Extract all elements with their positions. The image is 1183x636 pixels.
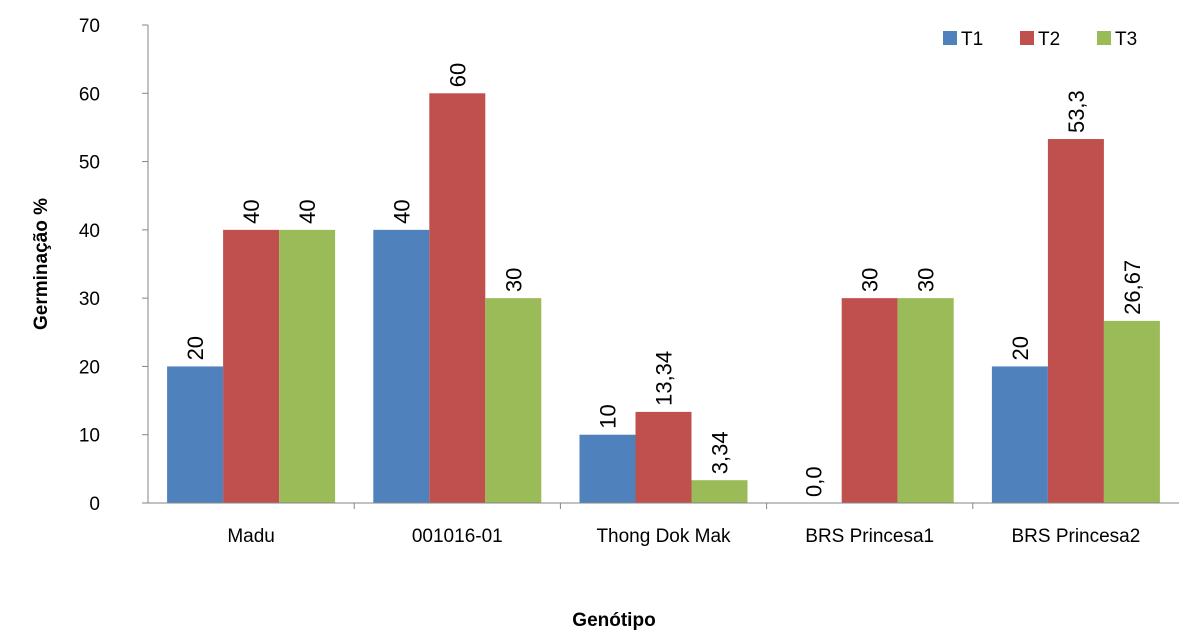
data-label: 30 (914, 268, 939, 292)
legend-label: T1 (961, 29, 983, 50)
data-label: 40 (239, 199, 264, 223)
y-axis: 0 10 20 30 40 50 60 70 (79, 16, 149, 515)
bar-t1 (579, 434, 636, 503)
x-tick-label: 001016-01 (412, 526, 503, 547)
legend-label: T2 (1038, 29, 1060, 50)
data-label: 30 (501, 268, 526, 292)
legend: T1 T2 T3 (943, 29, 1137, 50)
bar-t3 (1103, 320, 1160, 503)
data-label: 20 (1008, 336, 1033, 360)
y-tick-label: 30 (79, 289, 100, 310)
bar-t1 (373, 229, 430, 503)
y-tick-label: 60 (79, 84, 100, 105)
y-tick-label: 20 (79, 357, 100, 378)
bar-t3 (279, 229, 336, 503)
x-tick-label: Madu (227, 526, 275, 547)
data-label: 60 (445, 63, 470, 87)
legend-swatch-t2 (1020, 31, 1034, 45)
data-label: 40 (389, 199, 414, 223)
bar-t1 (991, 366, 1048, 503)
bar-t3 (897, 298, 954, 503)
bar-t2 (841, 298, 898, 503)
x-axis-title: Genótipo (572, 610, 655, 631)
y-tick-label: 50 (79, 153, 100, 174)
y-tick-label: 10 (79, 426, 100, 447)
data-label: 13,34 (652, 351, 677, 406)
legend-swatch-t1 (943, 31, 957, 45)
bar-t2 (429, 93, 486, 504)
data-label: 3,34 (708, 431, 733, 474)
data-label: 0,0 (802, 466, 827, 497)
bar-t3 (691, 480, 748, 503)
y-tick-label: 40 (79, 221, 100, 242)
y-tick-label: 70 (79, 16, 100, 37)
bar-t1 (167, 366, 224, 503)
x-tick-label: BRS Princesa1 (805, 526, 934, 547)
data-labels: 20 40 40 40 60 30 10 13,34 3,34 0,0 30 30 20 53,3 26,6… (183, 63, 1145, 497)
bar-t2 (635, 411, 692, 503)
x-axis: Madu 001016-01 Thong Dok Mak BRS Princesa1 B… (148, 502, 1179, 547)
data-label: 20 (183, 336, 208, 360)
data-label: 30 (858, 268, 883, 292)
legend-label: T3 (1115, 29, 1137, 50)
data-label: 53,3 (1064, 90, 1089, 133)
data-label: 40 (295, 199, 320, 223)
bar-t2 (223, 229, 280, 503)
bar-t2 (1047, 139, 1104, 503)
data-label: 26,67 (1120, 260, 1145, 315)
y-axis-title: Germinação % (31, 198, 52, 330)
x-tick-label: BRS Princesa2 (1011, 526, 1140, 547)
bars (167, 93, 1160, 504)
x-tick-label: Thong Dok Mak (596, 526, 731, 547)
bar-t3 (485, 298, 542, 503)
data-label: 10 (596, 404, 621, 428)
y-tick-label: 0 (89, 494, 100, 515)
legend-swatch-t3 (1097, 31, 1111, 45)
